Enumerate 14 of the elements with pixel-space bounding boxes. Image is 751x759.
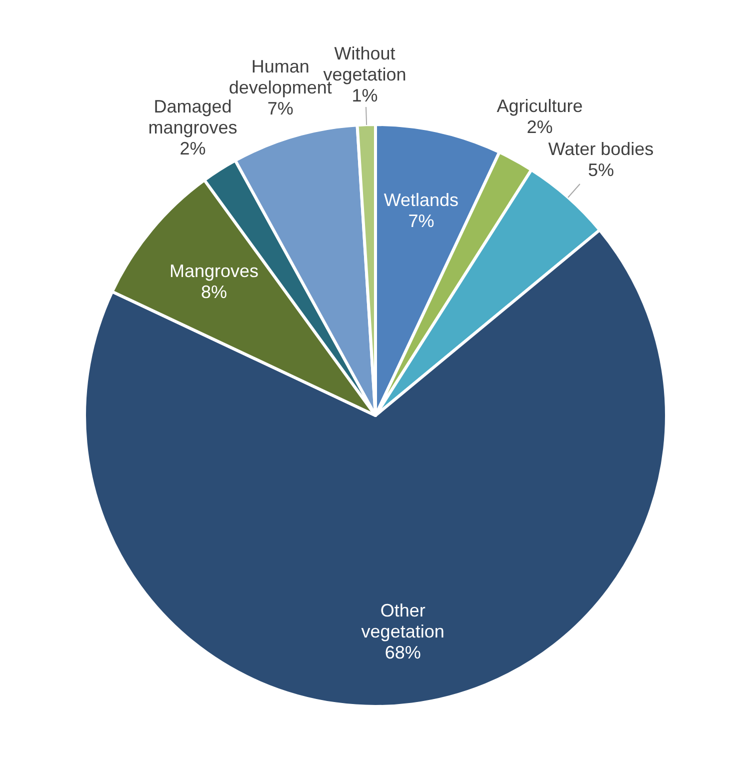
data-label: 8% <box>200 282 228 303</box>
data-label: 1% <box>352 85 378 106</box>
slice-label: Damaged mangroves <box>147 96 238 138</box>
data-label: 68% <box>384 642 422 664</box>
data-label: 5% <box>586 160 615 181</box>
slice-label: Other vegetation <box>360 600 446 643</box>
slice-label: Agriculture <box>496 96 584 117</box>
slice-label: Mangroves <box>168 260 260 282</box>
data-label: 2% <box>178 138 207 160</box>
data-label: 2% <box>526 116 554 138</box>
slice-label: Wetlands <box>382 190 460 212</box>
data-label: 7% <box>267 98 294 119</box>
slice-label: Water bodies <box>547 138 655 160</box>
data-label: 7% <box>407 211 436 232</box>
